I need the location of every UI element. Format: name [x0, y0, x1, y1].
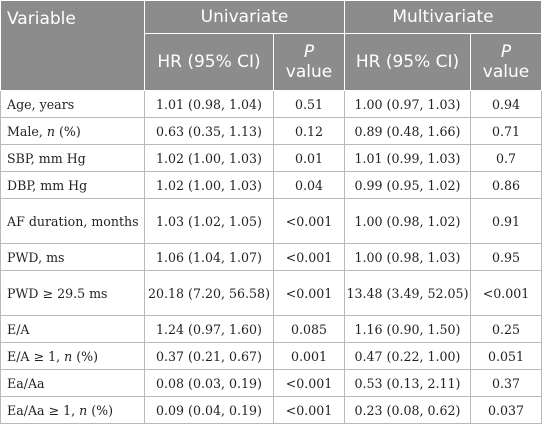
header-p-italic: P: [303, 42, 315, 62]
header-multi-hr: HR (95% CI): [344, 33, 471, 91]
multi-hr-cell: 0.89 (0.48, 1.66): [344, 117, 471, 145]
multi-hr-cell: 1.16 (0.90, 1.50): [344, 315, 471, 343]
table-row: PWD ≥ 29.5 ms 20.18 (7.20, 56.58) <0.001…: [0, 270, 542, 316]
multi-hr-cell: 13.48 (3.49, 52.05): [344, 270, 471, 316]
table-row: Ea/Aa 0.08 (0.03, 0.19) <0.001 0.53 (0.1…: [0, 369, 542, 397]
header-univariate: Univariate: [144, 0, 345, 34]
table-row: E/A ≥ 1, n (%) 0.37 (0.21, 0.67) 0.001 0…: [0, 342, 542, 370]
table-row: E/A 1.24 (0.97, 1.60) 0.085 1.16 (0.90, …: [0, 315, 542, 343]
table-row: SBP, mm Hg 1.02 (1.00, 1.03) 0.01 1.01 (…: [0, 144, 542, 172]
multi-p-cell: <0.001: [469, 270, 542, 316]
header-p-value: value: [482, 62, 530, 82]
uni-p-cell: 0.001: [273, 342, 345, 370]
multi-p-cell: 0.91: [469, 198, 542, 244]
uni-p-cell: 0.085: [273, 315, 345, 343]
multi-p-cell: 0.037: [469, 396, 542, 424]
table-row: PWD, ms 1.06 (1.04, 1.07) <0.001 1.00 (0…: [0, 243, 542, 271]
uni-hr-cell: 20.18 (7.20, 56.58): [144, 270, 274, 316]
header-p-italic: P: [500, 42, 512, 62]
multi-hr-cell: 1.01 (0.99, 1.03): [344, 144, 471, 172]
multi-p-cell: 0.95: [469, 243, 542, 271]
multi-hr-cell: 0.99 (0.95, 1.02): [344, 171, 471, 199]
uni-p-cell: <0.001: [273, 270, 345, 316]
uni-p-cell: 0.51: [273, 90, 345, 118]
multi-p-cell: 0.37: [469, 369, 542, 397]
multi-p-cell: 0.7: [469, 144, 542, 172]
multi-p-cell: 0.94: [469, 90, 542, 118]
multi-hr-cell: 0.47 (0.22, 1.00): [344, 342, 471, 370]
uni-p-cell: 0.04: [273, 171, 345, 199]
uni-hr-cell: 1.02 (1.00, 1.03): [144, 144, 274, 172]
multi-hr-cell: 1.00 (0.98, 1.03): [344, 243, 471, 271]
uni-hr-cell: 1.02 (1.00, 1.03): [144, 171, 274, 199]
row-label: PWD ≥ 29.5 ms: [0, 270, 145, 316]
table-row: DBP, mm Hg 1.02 (1.00, 1.03) 0.04 0.99 (…: [0, 171, 542, 199]
uni-hr-cell: 0.63 (0.35, 1.13): [144, 117, 274, 145]
row-label: PWD, ms: [0, 243, 145, 271]
multi-hr-cell: 0.23 (0.08, 0.62): [344, 396, 471, 424]
uni-p-cell: 0.12: [273, 117, 345, 145]
uni-hr-cell: 0.09 (0.04, 0.19): [144, 396, 274, 424]
uni-hr-cell: 1.01 (0.98, 1.04): [144, 90, 274, 118]
uni-p-cell: <0.001: [273, 243, 345, 271]
table-row: AF duration, months 1.03 (1.02, 1.05) <0…: [0, 198, 542, 244]
row-label: SBP, mm Hg: [0, 144, 145, 172]
table-row: Male, n (%) 0.63 (0.35, 1.13) 0.12 0.89 …: [0, 117, 542, 145]
uni-hr-cell: 1.06 (1.04, 1.07): [144, 243, 274, 271]
header-multivariate: Multivariate: [343, 0, 542, 34]
row-label: Male, n (%): [0, 117, 145, 145]
table-row: Ea/Aa ≥ 1, n (%) 0.09 (0.04, 0.19) <0.00…: [0, 396, 542, 424]
header-p-value: value: [285, 62, 333, 82]
uni-p-cell: <0.001: [273, 369, 345, 397]
uni-hr-cell: 0.37 (0.21, 0.67): [144, 342, 274, 370]
uni-hr-cell: 1.03 (1.02, 1.05): [144, 198, 274, 244]
header-variable: Variable: [0, 0, 145, 91]
multi-p-cell: 0.86: [469, 171, 542, 199]
multi-hr-cell: 0.53 (0.13, 2.11): [344, 369, 471, 397]
row-label: DBP, mm Hg: [0, 171, 145, 199]
uni-hr-cell: 0.08 (0.03, 0.19): [144, 369, 274, 397]
uni-hr-cell: 1.24 (0.97, 1.60): [144, 315, 274, 343]
row-label: AF duration, months: [0, 198, 145, 244]
row-label: Ea/Aa ≥ 1, n (%): [0, 396, 145, 424]
uni-p-cell: <0.001: [273, 198, 345, 244]
row-label: E/A ≥ 1, n (%): [0, 342, 145, 370]
multi-p-cell: 0.25: [469, 315, 542, 343]
header-uni-hr: HR (95% CI): [144, 33, 274, 91]
row-label: Ea/Aa: [0, 369, 145, 397]
multi-p-cell: 0.051: [469, 342, 542, 370]
uni-p-cell: 0.01: [273, 144, 345, 172]
table-row: Age, years 1.01 (0.98, 1.04) 0.51 1.00 (…: [0, 90, 542, 118]
multi-hr-cell: 1.00 (0.97, 1.03): [344, 90, 471, 118]
row-label: E/A: [0, 315, 145, 343]
uni-p-cell: <0.001: [273, 396, 345, 424]
multi-p-cell: 0.71: [469, 117, 542, 145]
multi-hr-cell: 1.00 (0.98, 1.02): [344, 198, 471, 244]
row-label: Age, years: [0, 90, 145, 118]
